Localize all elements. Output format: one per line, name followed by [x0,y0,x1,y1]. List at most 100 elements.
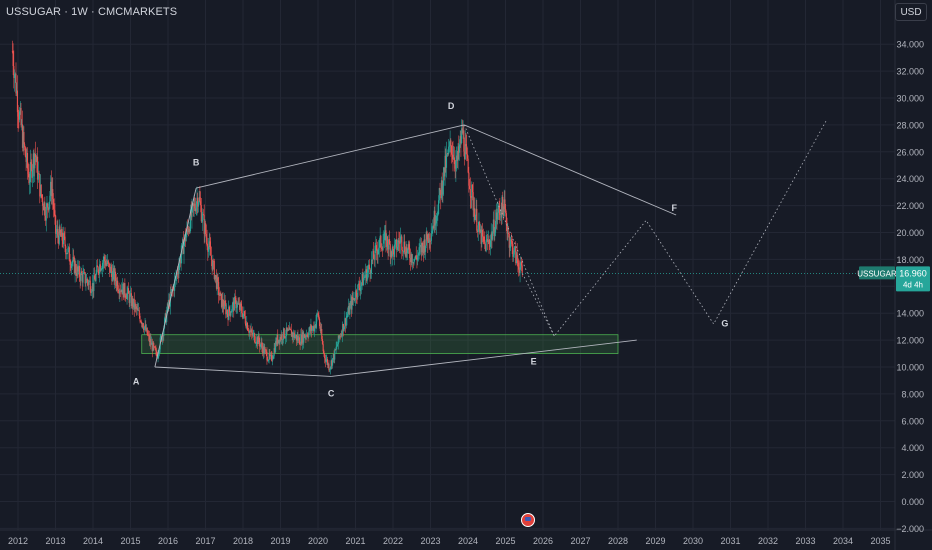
candle-body [199,197,201,202]
candle-body [96,265,98,274]
candle-body [252,333,254,336]
support-zone[interactable] [141,334,619,354]
candle-body [187,226,189,229]
candle-body [321,329,323,340]
trendline[interactable] [154,366,332,377]
candle-body [76,266,78,276]
trendline[interactable] [154,188,197,368]
candle-body [280,334,282,340]
candle-body [114,271,117,281]
candle-body [145,327,148,331]
candle-body [177,273,179,275]
candle-body [447,153,449,154]
trendline[interactable] [464,124,677,216]
candle-body [332,354,334,359]
candle-body [250,329,252,332]
candle-body [432,225,434,232]
candle-body [356,296,358,298]
candle-body [513,254,515,257]
candle-body [293,332,295,338]
trendline[interactable] [331,339,637,377]
candle-body [394,244,396,257]
candle-body [106,263,108,265]
y-tick-label: 12.000 [896,336,924,346]
grid [0,0,895,530]
candle-body [514,247,516,248]
candle-body [216,277,218,289]
candle-body [413,258,415,264]
candle-body [359,287,361,291]
candle-body [393,249,395,257]
candle-body [469,189,471,197]
candle-body [482,229,484,237]
candle-body [515,252,518,264]
candle-body [402,251,404,252]
candle-body [267,359,269,361]
candle-body [89,280,91,292]
candle-body [233,297,236,311]
candle-body [364,276,366,278]
candle-body [55,215,57,234]
candle-body [278,339,280,344]
trendline[interactable] [196,124,465,189]
candle-body [189,209,192,232]
currency-button[interactable]: USD [895,3,927,21]
y-tick-label: 0.000 [901,497,924,507]
us-flag-icon[interactable] [521,513,535,527]
candle-body [275,341,277,353]
candle-body [314,325,316,328]
candle-body [34,153,37,158]
x-tick-label: 2017 [195,536,215,546]
candle-body [282,339,284,341]
candle-body [226,309,228,315]
candle-body [301,332,303,344]
price-tag-countdown: 4d 4h [903,280,923,289]
candle-body [249,330,251,333]
candle-body [355,290,357,297]
candle-body [229,311,231,316]
candle-body [511,241,513,244]
candle-body [166,303,168,312]
candle-body [192,203,194,207]
candle-body [184,234,187,242]
candle-body [118,291,120,294]
candle-body [164,313,166,319]
candle-body [32,169,34,178]
candle-body [230,312,232,316]
candle-body [182,239,184,254]
candle-body [337,344,339,347]
candle-body [417,253,419,256]
candle-body [334,349,337,350]
candle-body [263,346,265,354]
candle-body [451,154,453,156]
candle-body [486,239,488,240]
candle-body [81,274,83,283]
candle-body [34,153,36,169]
candle-body [386,236,388,248]
candle-body [401,236,403,251]
candle-body [496,212,498,220]
candle-body [463,151,466,160]
candle-body [465,144,467,147]
candle-body [276,335,278,345]
candle-body [260,342,262,345]
candle-body [489,244,491,247]
candle-body [326,359,328,360]
candle-body [68,247,70,249]
candle-body [150,339,152,345]
candle-body [293,332,295,339]
projection-path[interactable] [522,120,827,337]
candle-body [258,335,260,343]
candle-body [416,258,418,261]
candle-body [194,203,196,209]
candle-body [63,233,65,245]
candle-body [16,90,18,113]
candle-body [37,156,39,180]
candle-body [302,332,304,343]
candle-body [163,328,165,337]
candle-body [46,203,48,207]
symbol-tag[interactable] [859,266,895,280]
y-tick-label: 20.000 [896,228,924,238]
price-tag[interactable] [896,266,930,292]
